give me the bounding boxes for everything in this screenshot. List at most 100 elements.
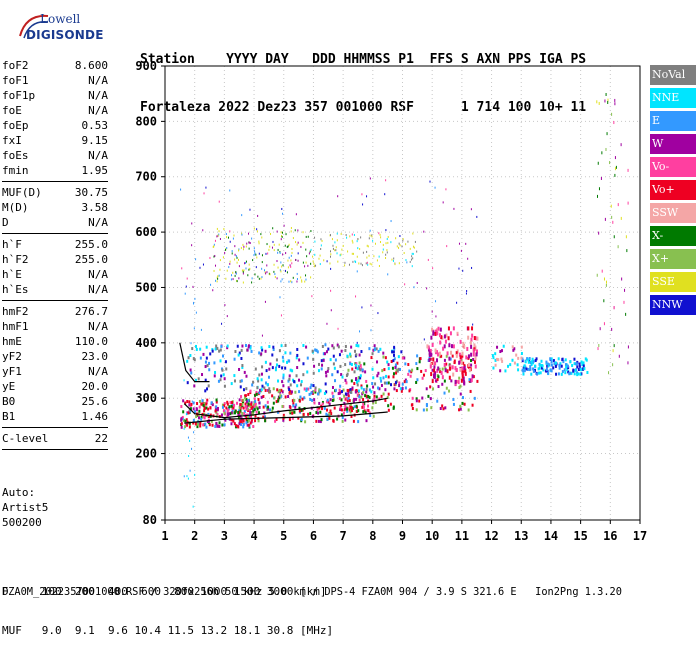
echo-point [231, 250, 233, 253]
echo-point [455, 353, 458, 358]
echo-point [610, 204, 612, 208]
echo-point [213, 245, 215, 248]
echo-point [329, 398, 332, 402]
echo-point [545, 360, 548, 364]
echo-point [598, 101, 600, 105]
param-key: foF2 [2, 59, 29, 72]
echo-point [366, 408, 369, 412]
echo-point [318, 388, 321, 392]
x-tick-label: 14 [544, 529, 558, 543]
echo-point [234, 350, 237, 354]
echo-point [295, 258, 297, 261]
echo-point [291, 251, 293, 254]
echo-point [452, 397, 455, 401]
echo-point [205, 402, 208, 406]
echo-point [371, 406, 374, 410]
echo-point [380, 236, 382, 239]
echo-point [325, 400, 328, 404]
echo-point [281, 207, 283, 210]
echo-point [601, 269, 603, 273]
echo-point [260, 277, 262, 280]
param-key: foF1 [2, 74, 29, 87]
echo-point [284, 366, 287, 370]
echo-point [297, 416, 300, 420]
echo-point [309, 250, 311, 253]
echo-point [372, 385, 375, 389]
echo-point [304, 420, 307, 424]
echo-point [367, 409, 370, 413]
echo-point [476, 349, 479, 354]
echo-point [258, 373, 261, 377]
echo-point [291, 262, 293, 265]
echo-point [258, 277, 260, 280]
param-key: B0 [2, 395, 16, 408]
echo-point [238, 248, 240, 251]
echo-point [221, 403, 224, 407]
echo-point [322, 358, 325, 362]
echo-point [349, 354, 352, 358]
echo-point [319, 389, 322, 393]
echo-point [530, 360, 533, 364]
divider [2, 233, 108, 234]
echo-point [357, 420, 360, 424]
echo-point [470, 363, 473, 367]
echo-point [471, 266, 473, 269]
echo-point [443, 334, 446, 339]
param-key: fxI [2, 134, 22, 147]
echo-point [229, 401, 232, 405]
x-tick-label: 5 [280, 529, 287, 543]
param-fof2: foF2 8.600 [2, 58, 108, 73]
echo-point [474, 356, 477, 361]
echo-point [237, 425, 240, 429]
echo-point [225, 367, 228, 371]
echo-point [596, 100, 598, 104]
echo-point [391, 258, 393, 261]
echo-point [393, 345, 396, 349]
echo-point [362, 402, 365, 406]
echo-point [255, 266, 257, 269]
echo-point [247, 392, 250, 396]
echo-point [276, 260, 278, 263]
echo-point [362, 388, 365, 392]
echo-point [194, 297, 196, 300]
echo-point [198, 399, 201, 403]
echo-point [249, 389, 252, 393]
echo-point [254, 250, 256, 253]
echo-point [571, 364, 574, 368]
echo-point [238, 411, 241, 415]
echo-point [422, 408, 425, 412]
echo-point [233, 379, 236, 383]
echo-point [401, 387, 404, 391]
echo-point [331, 385, 334, 389]
echo-point [248, 263, 250, 266]
echo-point [347, 250, 349, 253]
echo-point [305, 274, 307, 277]
echo-point [473, 396, 476, 400]
echo-point [186, 400, 189, 404]
echo-point [360, 386, 363, 390]
echo-point [462, 341, 465, 346]
echo-point [346, 236, 348, 239]
echo-point [427, 258, 429, 261]
echo-point [496, 345, 499, 349]
echo-point [180, 422, 183, 426]
echo-point [191, 244, 193, 247]
echo-point [280, 231, 282, 234]
echo-point [385, 179, 387, 182]
echo-point [187, 356, 190, 360]
echo-point [225, 233, 227, 236]
echo-point [222, 373, 225, 377]
echo-point [359, 248, 361, 251]
echo-point [601, 151, 603, 155]
echo-point [279, 394, 282, 398]
echo-point [205, 356, 208, 360]
echo-point [240, 356, 243, 360]
echo-point [394, 382, 397, 386]
echo-point [291, 399, 294, 403]
echo-point [288, 256, 290, 259]
echo-point [557, 372, 560, 376]
echo-point [415, 380, 418, 384]
param-key: yE [2, 380, 16, 393]
echo-point [549, 368, 552, 372]
echo-point [573, 362, 576, 366]
